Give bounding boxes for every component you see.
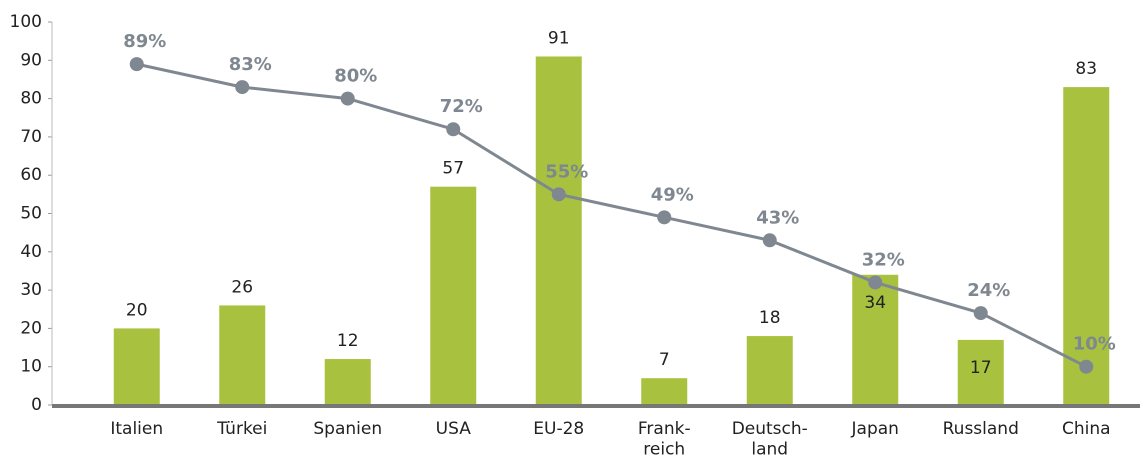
bar bbox=[746, 336, 793, 405]
line-point bbox=[551, 187, 566, 202]
line-point bbox=[762, 233, 777, 248]
bar-value-label: 18 bbox=[759, 308, 781, 328]
y-tick-label: 40 bbox=[20, 242, 42, 262]
x-tick-label: Spanien bbox=[313, 419, 382, 439]
x-tick-label: China bbox=[1062, 419, 1111, 439]
bar bbox=[430, 186, 477, 405]
y-tick-label: 90 bbox=[20, 50, 42, 70]
y-tick-label: 70 bbox=[20, 127, 42, 147]
line-point bbox=[235, 80, 250, 95]
bar bbox=[852, 274, 899, 405]
line-value-label: 24% bbox=[967, 280, 1010, 301]
line-point bbox=[973, 306, 988, 321]
x-tick-label: USA bbox=[436, 419, 472, 439]
bar-value-label: 17 bbox=[970, 358, 992, 378]
line-value-label: 49% bbox=[651, 184, 694, 205]
line-value-label: 10% bbox=[1073, 334, 1116, 355]
x-tick-label: Türkei bbox=[216, 419, 267, 439]
x-tick-label: Japan bbox=[851, 419, 899, 439]
line-point bbox=[340, 91, 355, 106]
bar-value-label: 83 bbox=[1075, 59, 1097, 79]
line-value-label: 32% bbox=[862, 249, 905, 270]
bar bbox=[219, 305, 266, 405]
line-value-label: 83% bbox=[229, 54, 272, 75]
y-tick-label: 30 bbox=[20, 280, 42, 300]
bar bbox=[535, 56, 582, 405]
x-tick-label: EU-28 bbox=[533, 419, 584, 439]
line-value-label: 55% bbox=[545, 161, 588, 182]
line-value-label: 72% bbox=[440, 96, 483, 117]
line-value-label: 80% bbox=[334, 66, 377, 87]
line-point bbox=[446, 122, 461, 137]
bar-value-label: 34 bbox=[864, 293, 886, 313]
x-tick-label: Italien bbox=[110, 419, 163, 439]
y-tick-label: 100 bbox=[10, 12, 42, 32]
bar-value-label: 57 bbox=[442, 159, 464, 179]
y-tick-label: 80 bbox=[20, 89, 42, 109]
y-tick-label: 60 bbox=[20, 165, 42, 185]
bar bbox=[957, 339, 1004, 405]
line-point bbox=[129, 57, 144, 72]
y-tick-label: 50 bbox=[20, 204, 42, 224]
bar bbox=[324, 359, 371, 405]
line bbox=[136, 62, 1087, 369]
line-value-label: 43% bbox=[756, 207, 799, 228]
line-point bbox=[657, 210, 672, 225]
x-tick-label: Deutsch-land bbox=[732, 419, 808, 459]
y-tick-label: 20 bbox=[20, 318, 42, 338]
bar-value-label: 7 bbox=[659, 350, 670, 370]
bar-value-label: 26 bbox=[231, 277, 253, 297]
line-value-label: 89% bbox=[123, 31, 166, 52]
bar bbox=[641, 378, 688, 405]
bar bbox=[1063, 87, 1110, 406]
x-tick-label: Frank-reich bbox=[638, 419, 691, 459]
bar-value-label: 91 bbox=[548, 28, 570, 48]
bar-value-label: 12 bbox=[337, 331, 359, 351]
line-point bbox=[868, 275, 883, 290]
bar-value-label: 20 bbox=[126, 300, 148, 320]
bar bbox=[113, 328, 160, 405]
x-tick-label: Russland bbox=[943, 419, 1019, 439]
y-tick-label: 0 bbox=[31, 395, 42, 415]
line-point bbox=[1079, 359, 1094, 374]
y-tick-label: 10 bbox=[20, 357, 42, 377]
